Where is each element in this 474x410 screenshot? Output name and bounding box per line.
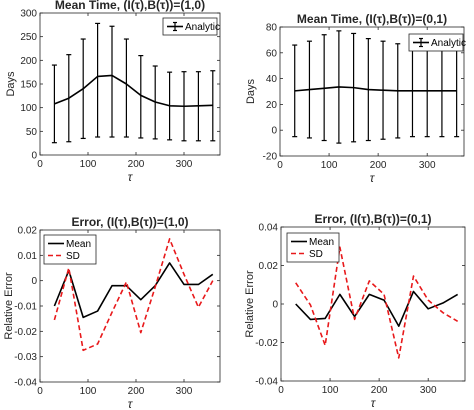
y-tick-label: 80 [266,23,278,34]
legend-box [43,234,97,265]
chart-title: Mean Time, (I(τ),B(τ))=(1,0) [55,0,205,12]
y-tick-label: 150 [20,80,37,91]
legend-label: Analytic [185,22,220,33]
y-tick-label: 0 [31,276,37,287]
series-line [294,86,457,92]
y-tick-label: -0.02 [255,338,278,349]
series-line [295,290,459,327]
legend-label: Mean [309,237,334,248]
x-axis-label: τ [371,396,377,410]
series-mean [53,262,214,319]
y-tick-label: -0.01 [14,302,37,313]
y-axis-label: Days [245,78,257,104]
y-tick-label: -0.03 [14,352,37,363]
x-axis-label: τ [370,171,376,185]
legend-label: Analytic [431,38,466,49]
x-tick-label: 200 [128,159,145,170]
series-line [54,74,213,108]
y-tick-label: 0 [271,126,277,137]
legend-box [286,232,340,263]
chart-title: Error, (I(τ),B(τ))=(0,1) [314,212,431,226]
x-tick-label: 100 [321,160,338,171]
y-tick-label: -0.02 [14,327,37,338]
series-sd [53,238,214,352]
chart-panel-2: Mean Time, (I(τ),B(τ))=(0,1)0 100 200 300-2… [245,12,466,185]
x-tick-label: 300 [176,386,193,397]
series-line [295,246,459,359]
y-tick-label: 0 [272,300,278,311]
y-tick-label: 0.02 [18,226,38,237]
legend: Analytic [408,33,466,52]
y-axis-label: Relative Error [3,272,15,340]
series-mean [295,290,459,327]
legend-label: SD [66,251,80,262]
legend-label: SD [309,249,323,260]
x-tick-label: 100 [80,386,97,397]
x-axis-label: τ [128,397,134,410]
y-tick-label: 0.02 [259,261,279,272]
series-sd [295,246,459,359]
chart-title: Error, (I(τ),B(τ))=(1,0) [71,215,188,229]
x-tick-label: 200 [371,385,388,396]
y-tick-label: 0.01 [18,251,38,262]
series-line [53,262,214,319]
y-axis-label: Days [5,71,17,97]
x-tick-label: 100 [322,385,339,396]
x-tick-label: 300 [419,160,436,171]
x-tick-label: 0 [37,386,43,397]
y-tick-label: 300 [20,9,37,20]
y-tick-label: 250 [20,32,37,43]
y-tick-label: 20 [266,100,278,111]
chart-panel-3: Error, (I(τ),B(τ))=(1,0) 0 100 200 300 -0.04 -… [3,215,221,410]
chart-panel-4: Error, (I(τ),B(τ))=(0,1) 0 100 200 300 -0.04 -… [244,212,466,410]
y-tick-label: 0 [31,151,37,162]
x-axis-label: τ [128,170,134,184]
y-tick-label: 60 [266,48,278,59]
x-tick-label: 0 [277,160,283,171]
legend-label: Mean [66,239,91,250]
chart-title: Mean Time, (I(τ),B(τ))=(0,1) [297,12,447,26]
series-analytic [51,22,216,144]
x-tick-label: 0 [278,385,284,396]
x-tick-label: 0 [37,159,43,170]
x-tick-label: 300 [176,159,193,170]
series-analytic [292,30,460,144]
y-tick-label: -0.04 [14,378,37,389]
y-tick-label: -0.04 [255,377,278,388]
legend: Analytic [162,17,220,36]
y-tick-label: 40 [266,74,278,85]
x-tick-label: 100 [80,159,97,170]
y-axis-label: Relative Error [244,270,256,338]
y-tick-label: 50 [26,127,38,138]
series-line [53,238,214,352]
x-tick-label: 200 [128,386,145,397]
chart-panel-1: Mean Time, (I(τ),B(τ))=(1,0) 0 100 200 300 0 5… [5,0,221,184]
x-tick-label: 200 [370,160,387,171]
y-tick-label: 200 [20,56,37,67]
plot-area [39,12,221,156]
y-tick-label: 100 [20,103,37,114]
y-tick-label: 0.04 [259,223,279,234]
x-tick-label: 300 [420,385,437,396]
y-tick-label: -20 [263,152,278,163]
